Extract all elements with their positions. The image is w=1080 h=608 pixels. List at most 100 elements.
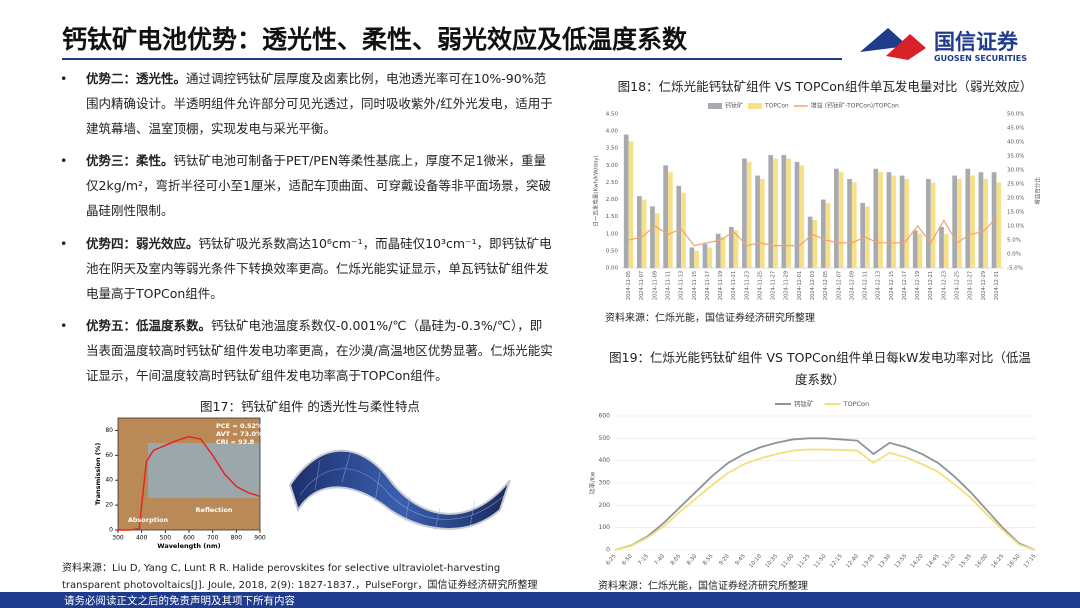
logo-text: 国信证券 <box>934 30 1018 54</box>
bar <box>886 172 892 268</box>
figure-caption: 图19：仁烁光能钙钛矿组件 VS TOPCon组件单日每kW发电功率对比（低温度… <box>609 350 1031 387</box>
y2-tick-label: 45.0% <box>1007 126 1024 132</box>
x-tick-label: 2024-12-13 <box>876 271 882 300</box>
bullet-body: 钙钛矿电池温度系数仅-0.001%/℃（晶硅为-0.3%/℃），即当表面温度较高… <box>86 318 553 383</box>
bullet-head: 优势三：柔性。 <box>86 153 174 168</box>
y-tick-label: 0 <box>606 547 610 554</box>
bar <box>891 175 897 268</box>
x-tick-label: 900 <box>254 535 266 542</box>
x-axis-label: Wavelength (nm) <box>157 542 220 550</box>
bar <box>970 175 975 268</box>
bar <box>667 172 673 268</box>
y-tick-label: 40 <box>105 477 113 484</box>
x-tick-label: 2024-11-23 <box>744 271 750 300</box>
bar <box>720 237 726 268</box>
bar <box>707 247 713 268</box>
y-tick-label: 3.50 <box>606 146 619 152</box>
bar <box>641 199 647 268</box>
y-tick-label: 0.00 <box>606 266 619 272</box>
x-tick-label: 500 <box>160 535 172 542</box>
x-tick-label: 13:55 <box>894 553 909 569</box>
bar <box>654 213 660 268</box>
x-tick-label: 2024-12-03 <box>810 271 816 300</box>
bar <box>851 182 857 268</box>
x-tick-label: 800 <box>231 535 243 542</box>
legend-label: 钙钛矿 <box>794 399 814 408</box>
y2-tick-label: 10.0% <box>1007 224 1024 230</box>
y2-tick-label: 15.0% <box>1007 210 1024 216</box>
x-tick-label: 2024-11-11 <box>665 271 671 300</box>
figure-source: 资料来源：仁烁光能，国信证券经济研究所整理 <box>598 581 808 592</box>
x-tick-label: 8:55 <box>702 553 715 567</box>
bullet-head: 优势二：透光性。 <box>86 71 187 86</box>
bar <box>799 165 805 268</box>
bar <box>865 206 870 268</box>
x-tick-label: 600 <box>183 535 195 542</box>
bar <box>904 179 910 268</box>
series-line <box>614 448 1036 551</box>
bullet-head: 优势四：弱光效应。 <box>86 236 199 251</box>
bar <box>978 172 984 268</box>
x-tick-label: 16:50 <box>1007 553 1022 569</box>
legend-label: TOPCon <box>764 103 789 110</box>
x-tick-label: 14:45 <box>926 553 941 569</box>
x-tick-label: 10:10 <box>748 553 763 569</box>
page-title: 钙钛矿电池优势：透光性、柔性、弱光效应及低温度系数 <box>62 25 688 54</box>
x-tick-label: 11:00 <box>781 553 796 569</box>
bar <box>742 158 747 268</box>
bar <box>702 244 708 268</box>
bar <box>807 216 813 268</box>
x-tick-label: 2024-11-07 <box>639 271 645 300</box>
y-tick-label: 2.50 <box>606 180 619 186</box>
x-tick-label: 7:15 <box>637 553 650 567</box>
legend-label: TOPCon <box>843 400 870 408</box>
x-tick-label: 2024-11-15 <box>692 271 698 300</box>
chart: 0 100 200 300 400 500 600 功率/Kw 6:25 6:50 7:15 7:40… <box>589 399 1038 569</box>
x-tick-label: 2024-11-05 <box>626 271 632 300</box>
bar <box>860 202 866 268</box>
x-tick-label: 12:15 <box>829 553 844 569</box>
bar <box>983 179 989 268</box>
y-tick-label: 4.50 <box>606 112 619 118</box>
bar <box>676 185 682 268</box>
footer-text: 请务必阅读正文之后的免责声明及其项下所有内容 <box>64 595 295 607</box>
x-tick-label: 15:35 <box>958 553 973 569</box>
y-tick-label: 60 <box>105 452 113 459</box>
x-tick-label: 9:20 <box>718 553 731 567</box>
y-tick-label: 3.00 <box>606 163 619 169</box>
bar <box>812 220 818 268</box>
y2-tick-label: 5.0% <box>1007 238 1021 244</box>
bar <box>733 230 739 268</box>
legend-label: 增益 (钙钛矿-TOPCon)/TOPCon <box>811 102 899 110</box>
x-tick-label: 17:15 <box>1023 553 1038 569</box>
bar <box>939 226 944 268</box>
x-tick-label: 2024-11-19 <box>718 271 724 300</box>
y-axis-label: Transmission (%) <box>94 443 102 506</box>
y-tick-label: 80 <box>105 427 113 434</box>
x-tick-label: 400 <box>136 535 148 542</box>
x-tick-label: 9:45 <box>734 553 747 567</box>
bar <box>746 161 752 268</box>
annotation: Absorption <box>128 516 169 524</box>
transmission-line <box>118 435 261 531</box>
y2-tick-label: 35.0% <box>1007 154 1024 160</box>
y-tick-label: 2.00 <box>606 197 619 203</box>
x-tick-label: 2024-12-23 <box>941 271 947 300</box>
bar <box>899 175 905 268</box>
bar <box>786 158 791 268</box>
x-tick-label: 15:10 <box>942 553 957 569</box>
x-tick-label: 8:30 <box>686 553 699 567</box>
annotation: CRI = 93.8 <box>216 438 255 446</box>
logo-mark <box>860 28 926 60</box>
bar <box>768 155 774 268</box>
x-tick-label: 2024-12-09 <box>849 271 855 300</box>
bar <box>781 155 787 268</box>
y-tick-label: 200 <box>599 502 611 509</box>
annotation: PCE = 0.52% <box>216 422 263 430</box>
bar <box>759 179 765 268</box>
x-tick-label: 2024-11-27 <box>771 271 777 300</box>
bullet: 优势三：柔性。钙钛矿电池可制备于PET/PEN等柔性基底上，厚度不足1微米，重量… <box>60 148 554 223</box>
x-tick-label: 11:25 <box>797 553 812 569</box>
y-axis-label: 功率/Kw <box>589 471 597 494</box>
x-tick-label: 6:50 <box>621 553 634 567</box>
